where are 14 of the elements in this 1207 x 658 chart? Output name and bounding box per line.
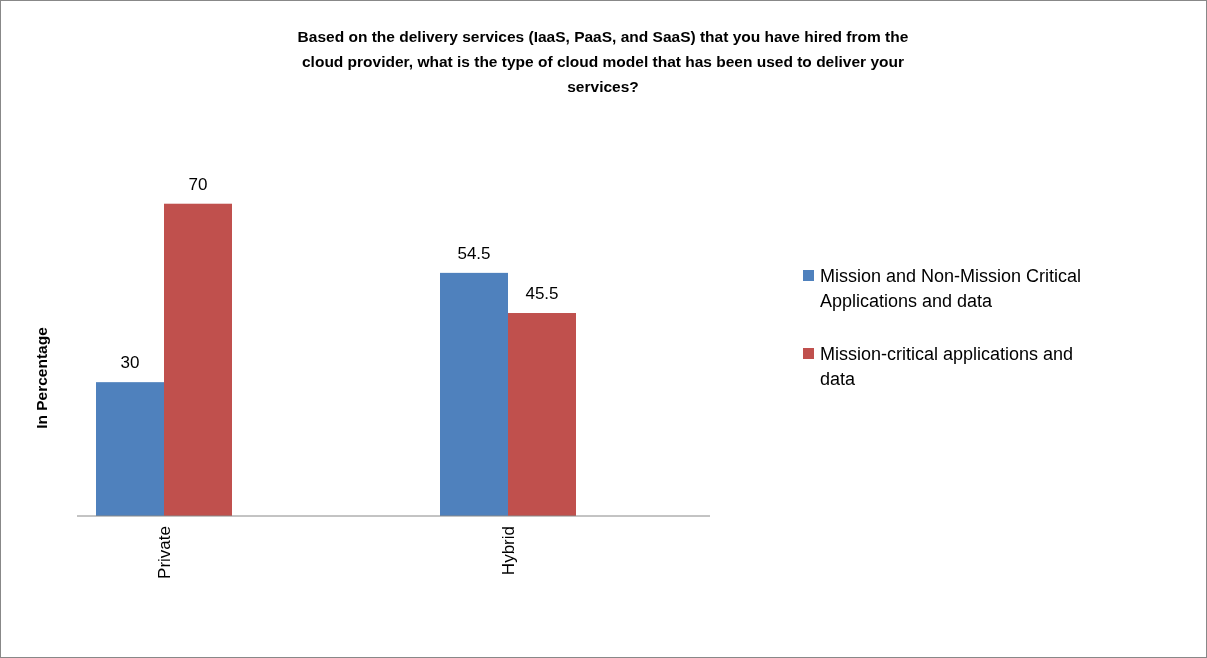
y-axis-title: In Percentage	[33, 326, 50, 429]
bar	[96, 382, 164, 516]
chart-title: Based on the delivery services (IaaS, PaaS, and SaaS) that you have hired from the cloud provider, what is the type of cloud model that has been used to deliver your services?	[297, 28, 909, 95]
data-label: 45.5	[525, 284, 559, 304]
x-tick-label: Private	[155, 526, 174, 579]
bar	[440, 272, 508, 516]
legend-label: Mission-critical applications and data	[820, 344, 1074, 389]
bar	[164, 203, 232, 516]
x-tick-label: Hybrid	[499, 526, 518, 576]
data-label: 70	[188, 174, 208, 194]
bar	[508, 313, 576, 516]
data-label: 54.5	[457, 243, 491, 263]
data-label: 30	[120, 353, 140, 373]
legend-label: Mission and Non-Mission Critical Applications and data	[820, 266, 1082, 311]
